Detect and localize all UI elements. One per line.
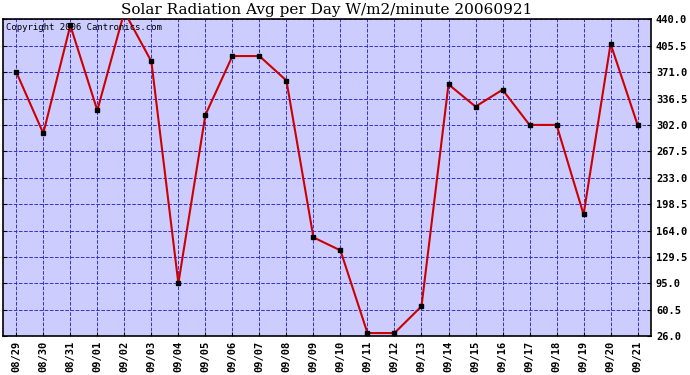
Title: Solar Radiation Avg per Day W/m2/minute 20060921: Solar Radiation Avg per Day W/m2/minute … bbox=[121, 3, 533, 17]
Text: Copyright 2006 Cantronics.com: Copyright 2006 Cantronics.com bbox=[6, 22, 162, 32]
